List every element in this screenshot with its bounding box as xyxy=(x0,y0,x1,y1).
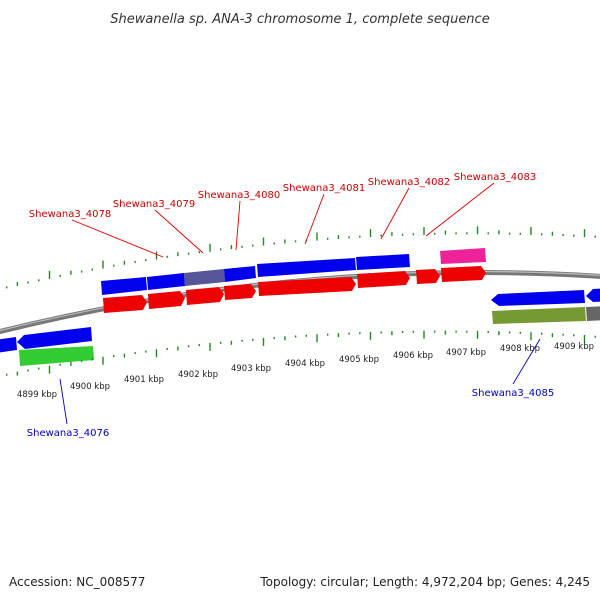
rna-feature[interactable] xyxy=(440,248,486,264)
leader-line xyxy=(512,338,541,385)
gene-arrow-left[interactable] xyxy=(491,290,585,306)
gene-feature[interactable] xyxy=(224,266,256,282)
gene-feature[interactable] xyxy=(356,254,410,270)
gene-label[interactable]: Shewana3_4080 xyxy=(198,190,280,201)
upper-gene-labels: Shewana3_4078 Shewana3_4079 Shewana3_408… xyxy=(29,172,536,220)
minus-gene-track xyxy=(0,288,600,366)
cds-arrow[interactable] xyxy=(357,271,410,288)
inner-tick-track xyxy=(5,330,596,376)
gene-feature[interactable] xyxy=(257,258,356,277)
plus-cds-track xyxy=(103,248,486,313)
scale-label: 4904 kbp xyxy=(285,359,325,369)
scale-label: 4909 kbp xyxy=(554,342,594,352)
cds-feature[interactable] xyxy=(586,306,600,321)
cds-arrow[interactable] xyxy=(224,284,256,300)
scale-labels: 4899 kbp 4900 kbp 4901 kbp 4902 kbp 4903… xyxy=(17,342,594,400)
scale-label: 4900 kbp xyxy=(70,382,110,392)
gene-feature[interactable] xyxy=(0,337,17,353)
upper-leader-lines xyxy=(71,182,495,258)
gene-label[interactable]: Shewana3_4085 xyxy=(472,388,554,399)
scale-label: 4901 kbp xyxy=(124,375,164,385)
scale-label: 4905 kbp xyxy=(339,355,379,365)
pseudo-gene-feature[interactable] xyxy=(184,269,225,286)
gene-label[interactable]: Shewana3_4079 xyxy=(113,199,195,210)
gene-arrow-left[interactable] xyxy=(17,327,92,349)
scale-label: 4906 kbp xyxy=(393,351,433,361)
leader-line xyxy=(71,219,164,258)
cds-arrow[interactable] xyxy=(441,266,486,282)
plus-gene-track xyxy=(101,254,410,295)
cds-arrow[interactable] xyxy=(416,269,440,284)
scale-label: 4902 kbp xyxy=(178,370,218,380)
leader-line xyxy=(59,378,68,425)
leader-line xyxy=(304,193,325,245)
gene-label[interactable]: Shewana3_4076 xyxy=(27,428,109,439)
gene-label[interactable]: Shewana3_4081 xyxy=(283,183,365,194)
gene-arrow-left[interactable] xyxy=(586,288,600,302)
leader-line xyxy=(235,200,241,251)
genome-summary: Topology: circular; Length: 4,972,204 bp… xyxy=(259,575,590,589)
cds-arrow[interactable] xyxy=(148,291,185,309)
outer-tick-track xyxy=(5,226,596,289)
lower-leader-lines xyxy=(59,338,541,425)
cds-feature[interactable] xyxy=(19,346,94,366)
accession-label: Accession: NC_008577 xyxy=(9,575,145,589)
lower-gene-labels: Shewana3_4076 Shewana3_4085 xyxy=(27,388,554,439)
cds-arrow[interactable] xyxy=(186,287,224,305)
leader-line xyxy=(380,187,410,240)
cds-arrow[interactable] xyxy=(103,295,147,313)
leader-line xyxy=(154,209,204,254)
gene-label[interactable]: Shewana3_4078 xyxy=(29,209,111,220)
gene-label[interactable]: Shewana3_4083 xyxy=(454,172,536,183)
scale-label: 4903 kbp xyxy=(231,364,271,374)
gene-label[interactable]: Shewana3_4082 xyxy=(368,177,450,188)
scale-label: 4899 kbp xyxy=(17,390,57,400)
cds-feature[interactable] xyxy=(492,307,586,324)
cds-arrow[interactable] xyxy=(258,277,356,296)
gene-feature[interactable] xyxy=(147,273,185,290)
map-title: Shewanella sp. ANA-3 chromosome 1, compl… xyxy=(110,12,489,27)
scale-label: 4907 kbp xyxy=(446,348,486,358)
scale-label: 4908 kbp xyxy=(500,344,540,354)
leader-line xyxy=(425,182,495,237)
gene-feature[interactable] xyxy=(101,277,147,295)
